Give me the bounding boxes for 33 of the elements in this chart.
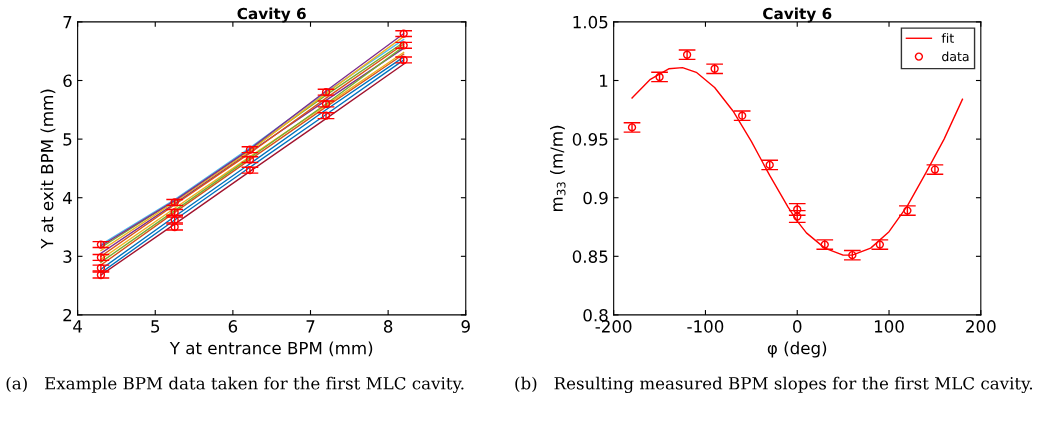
x-tick-label: -200 xyxy=(595,320,632,333)
y-tick-label: 2 xyxy=(63,308,72,322)
chart-title: Cavity 6 xyxy=(763,7,832,23)
x-tick-label: 100 xyxy=(874,320,904,333)
x-tick-label: -100 xyxy=(687,320,724,333)
y-tick-label: 0.9 xyxy=(583,191,608,205)
x-tick-label: 4 xyxy=(73,320,82,333)
y-tick-label: 0.85 xyxy=(572,250,608,263)
x-tick-label: 6 xyxy=(228,320,238,333)
text: (a) Example BPM data taken for the first MLC cavity. xyxy=(6,376,464,394)
text: (b) Resulting measured BPM slopes for the first MLC cavity. xyxy=(515,376,1033,394)
y-tick-label: 1 xyxy=(600,74,608,87)
x-tick-label: 9 xyxy=(461,320,470,333)
y-tick-label: 7 xyxy=(63,16,72,29)
x-tick-label: 0 xyxy=(793,320,802,333)
y-tick-label: 5 xyxy=(63,133,72,146)
chart-title: Cavity 6 xyxy=(237,7,306,23)
x-axis-title: Y at entrance BPM (mm) xyxy=(169,341,373,357)
x-tick-label: 5 xyxy=(151,320,160,333)
legend-label: data xyxy=(942,51,969,62)
x-tick-label: 8 xyxy=(383,320,393,333)
y-tick-label: 0.95 xyxy=(572,133,608,146)
y-tick-label: 3 xyxy=(63,250,72,263)
y-tick-label: 4 xyxy=(62,191,72,205)
x-tick-label: 200 xyxy=(966,320,996,333)
x-tick-label: 7 xyxy=(306,320,315,333)
legend-label: fit xyxy=(941,33,954,43)
y-tick-label: 1.05 xyxy=(573,15,608,29)
y-tick-label: 6 xyxy=(63,74,72,88)
y-axis-title: m$_{33}$ (m/m) xyxy=(550,125,566,211)
y-axis-title: Y at exit BPM (mm) xyxy=(40,89,56,249)
y-tick-label: 0.8 xyxy=(583,308,608,322)
x-axis-title: φ (deg) xyxy=(767,341,827,358)
